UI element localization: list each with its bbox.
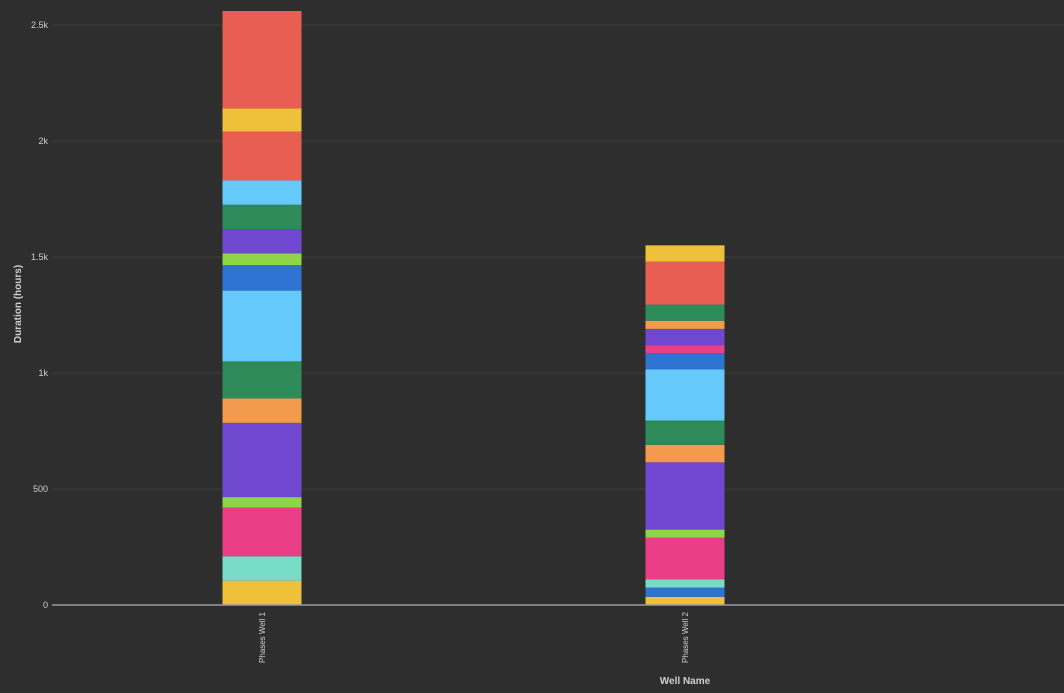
bar-segment[interactable] [222, 580, 302, 605]
bar-segment[interactable] [645, 579, 725, 588]
bar-segment[interactable] [645, 261, 725, 305]
bar-segment[interactable] [645, 420, 725, 445]
bar-segment[interactable] [222, 108, 302, 132]
y-tick-label: 1k [38, 368, 48, 378]
bar-stack [645, 245, 725, 605]
y-axis-ticks: 0 500 1k 1.5k 2k 2.5k [31, 20, 49, 610]
bar-segment[interactable] [645, 444, 725, 463]
bar-segment[interactable] [645, 537, 725, 580]
bar-segment[interactable] [222, 180, 302, 205]
bar-stack [222, 11, 302, 605]
bars [222, 11, 725, 605]
bar-segment[interactable] [222, 422, 302, 498]
x-tick-label: Phases Well 1 [258, 611, 267, 663]
x-axis-ticks: Phases Well 1 Phases Well 2 [258, 611, 690, 663]
bar-segment[interactable] [645, 320, 725, 329]
bar-segment[interactable] [222, 229, 302, 254]
bar-segment[interactable] [645, 587, 725, 597]
bar-segment[interactable] [222, 361, 302, 399]
bar-segment[interactable] [222, 253, 302, 266]
bar-segment[interactable] [645, 529, 725, 538]
y-tick-label: 2k [38, 136, 48, 146]
x-tick-label: Phases Well 2 [681, 611, 690, 663]
bar-segment[interactable] [645, 345, 725, 354]
bar-segment[interactable] [645, 328, 725, 346]
bar-segment[interactable] [645, 462, 725, 530]
x-axis-title: Well Name [660, 676, 711, 687]
y-tick-label: 2.5k [31, 20, 49, 30]
bar-segment[interactable] [222, 265, 302, 291]
bar-segment[interactable] [645, 353, 725, 370]
bar-segment[interactable] [645, 304, 725, 321]
gridlines [52, 24, 1064, 490]
bar-segment[interactable] [222, 556, 302, 581]
bar-segment[interactable] [645, 245, 725, 262]
y-tick-label: 1.5k [31, 252, 49, 262]
bar-segment[interactable] [645, 596, 725, 605]
bar-segment[interactable] [222, 131, 302, 181]
y-tick-label: 0 [43, 600, 48, 610]
y-tick-label: 500 [33, 484, 48, 494]
bar-segment[interactable] [645, 369, 725, 421]
bar-segment[interactable] [222, 398, 302, 423]
bar-segment[interactable] [222, 204, 302, 230]
bar-segment[interactable] [222, 507, 302, 557]
bar-segment[interactable] [222, 290, 302, 362]
y-axis-title: Duration (hours) [13, 265, 24, 343]
bar-segment[interactable] [222, 11, 302, 109]
bar-segment[interactable] [222, 497, 302, 508]
